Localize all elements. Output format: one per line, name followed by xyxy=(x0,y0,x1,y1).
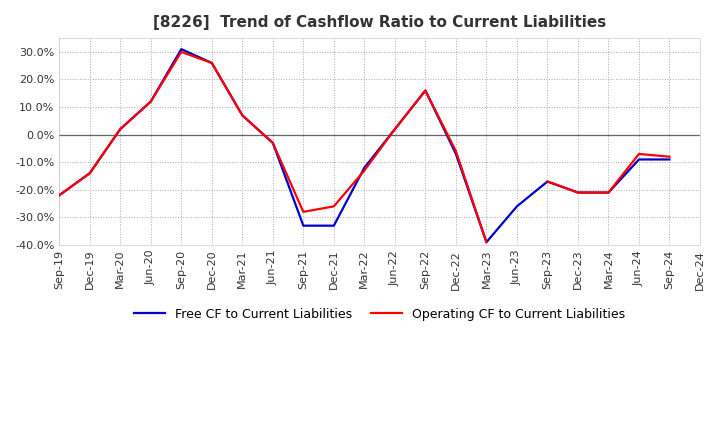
Free CF to Current Liabilities xyxy=(330,223,338,228)
Operating CF to Current Liabilities xyxy=(146,99,155,104)
Free CF to Current Liabilities xyxy=(513,204,521,209)
Free CF to Current Liabilities xyxy=(482,239,491,245)
Title: [8226]  Trend of Cashflow Ratio to Current Liabilities: [8226] Trend of Cashflow Ratio to Curren… xyxy=(153,15,606,30)
Operating CF to Current Liabilities xyxy=(451,149,460,154)
Free CF to Current Liabilities xyxy=(269,140,277,146)
Operating CF to Current Liabilities xyxy=(207,60,216,66)
Operating CF to Current Liabilities xyxy=(574,190,582,195)
Free CF to Current Liabilities xyxy=(238,113,247,118)
Legend: Free CF to Current Liabilities, Operating CF to Current Liabilities: Free CF to Current Liabilities, Operatin… xyxy=(129,303,631,326)
Free CF to Current Liabilities xyxy=(604,190,613,195)
Free CF to Current Liabilities xyxy=(207,60,216,66)
Free CF to Current Liabilities xyxy=(116,126,125,132)
Operating CF to Current Liabilities xyxy=(177,49,186,55)
Free CF to Current Liabilities xyxy=(299,223,307,228)
Operating CF to Current Liabilities xyxy=(360,168,369,173)
Free CF to Current Liabilities xyxy=(574,190,582,195)
Free CF to Current Liabilities xyxy=(451,151,460,157)
Operating CF to Current Liabilities xyxy=(330,204,338,209)
Free CF to Current Liabilities xyxy=(421,88,430,93)
Line: Free CF to Current Liabilities: Free CF to Current Liabilities xyxy=(59,49,670,242)
Operating CF to Current Liabilities xyxy=(116,126,125,132)
Free CF to Current Liabilities xyxy=(360,165,369,170)
Free CF to Current Liabilities xyxy=(177,47,186,52)
Operating CF to Current Liabilities xyxy=(390,126,399,132)
Operating CF to Current Liabilities xyxy=(543,179,552,184)
Free CF to Current Liabilities xyxy=(543,179,552,184)
Free CF to Current Liabilities xyxy=(86,171,94,176)
Free CF to Current Liabilities xyxy=(146,99,155,104)
Free CF to Current Liabilities xyxy=(390,126,399,132)
Free CF to Current Liabilities xyxy=(665,157,674,162)
Operating CF to Current Liabilities xyxy=(421,88,430,93)
Operating CF to Current Liabilities xyxy=(55,193,63,198)
Operating CF to Current Liabilities xyxy=(665,154,674,159)
Operating CF to Current Liabilities xyxy=(604,190,613,195)
Operating CF to Current Liabilities xyxy=(634,151,643,157)
Operating CF to Current Liabilities xyxy=(482,239,491,245)
Operating CF to Current Liabilities xyxy=(86,171,94,176)
Operating CF to Current Liabilities xyxy=(238,113,247,118)
Free CF to Current Liabilities xyxy=(55,193,63,198)
Line: Operating CF to Current Liabilities: Operating CF to Current Liabilities xyxy=(59,52,670,242)
Operating CF to Current Liabilities xyxy=(299,209,307,214)
Free CF to Current Liabilities xyxy=(634,157,643,162)
Operating CF to Current Liabilities xyxy=(269,140,277,146)
